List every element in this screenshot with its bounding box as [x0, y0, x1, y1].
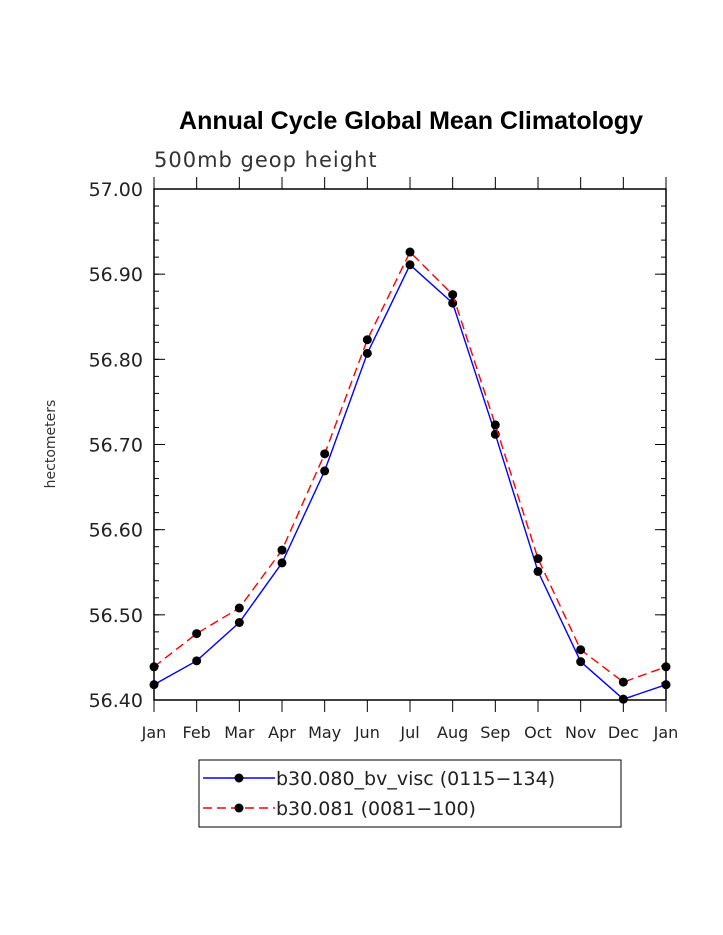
y-tick-labels: 56.40 56.50 56.60 56.70 56.80 56.90 57.00	[89, 179, 143, 712]
plot-frame	[153, 188, 667, 701]
series-1-point	[448, 298, 458, 308]
series-1-point	[533, 566, 543, 576]
series-1-point	[405, 260, 415, 270]
series-2-point	[618, 677, 628, 687]
series-1-point	[192, 656, 202, 666]
x-tick-label: May	[308, 723, 341, 742]
x-tick-label: Sep	[480, 723, 510, 742]
x-tick-label: Nov	[565, 723, 596, 742]
x-tick-label: Oct	[524, 723, 552, 742]
x-tick-label: Jan	[141, 723, 167, 742]
legend-label-series-2: b30.081 (0081−100)	[276, 798, 476, 820]
series-1-point	[618, 694, 628, 704]
series-2-point	[234, 603, 244, 613]
series-1-point	[576, 657, 586, 667]
y-tick-label: 56.70	[89, 435, 143, 457]
series-2-point	[448, 290, 458, 300]
x-tick-labels: Jan Feb Mar Apr May Jun Jul Aug Sep Oct Nov Dec Jan	[141, 723, 679, 742]
y-tick-label: 57.00	[89, 179, 143, 201]
legend-marker-series-2	[234, 803, 244, 813]
series-1-point	[320, 466, 330, 476]
x-tick-label: Apr	[268, 723, 296, 742]
y-tick-label: 56.40	[89, 690, 143, 712]
legend-marker-series-1	[234, 773, 244, 783]
legend-box	[198, 759, 622, 828]
chart-subtitle: 500mb geop height	[154, 148, 378, 172]
series-2-point	[405, 247, 415, 257]
series-2-point	[362, 335, 372, 345]
tick-layer	[153, 177, 667, 712]
x-tick-label: Feb	[183, 723, 211, 742]
series-2-point	[490, 420, 500, 430]
legend-label-series-1: b30.080_bv_visc (0115−134)	[276, 768, 555, 790]
x-tick-label: Mar	[224, 723, 255, 742]
series-2-point	[320, 449, 330, 459]
series-line-2	[153, 250, 667, 683]
x-tick-label: Jan	[653, 723, 679, 742]
series-2-point	[533, 554, 543, 564]
y-tick-label: 56.60	[89, 520, 143, 542]
series-line-1	[153, 263, 667, 700]
series-2-point	[277, 545, 287, 555]
series-2-point	[576, 645, 586, 655]
series-1-point	[149, 680, 159, 690]
x-tick-label: Dec	[608, 723, 639, 742]
y-tick-label: 56.50	[89, 605, 143, 627]
series-2-point	[661, 662, 671, 672]
y-axis-label: hectometers	[43, 400, 59, 489]
series-2-point	[149, 662, 159, 672]
x-tick-label: Jul	[399, 723, 419, 742]
x-tick-label: Aug	[437, 723, 468, 742]
y-tick-label: 56.90	[89, 264, 143, 286]
series-1-point	[362, 348, 372, 358]
series-1-point	[277, 558, 287, 568]
series-1-point	[234, 617, 244, 627]
series-1-point	[661, 680, 671, 690]
chart-title: Annual Cycle Global Mean Climatology	[179, 107, 643, 135]
y-tick-label: 56.80	[89, 349, 143, 371]
series-2-point	[192, 629, 202, 639]
series-layer	[149, 247, 671, 704]
x-tick-label: Jun	[354, 723, 380, 742]
legend: b30.080_bv_visc (0115−134) b30.081 (0081…	[198, 759, 622, 828]
